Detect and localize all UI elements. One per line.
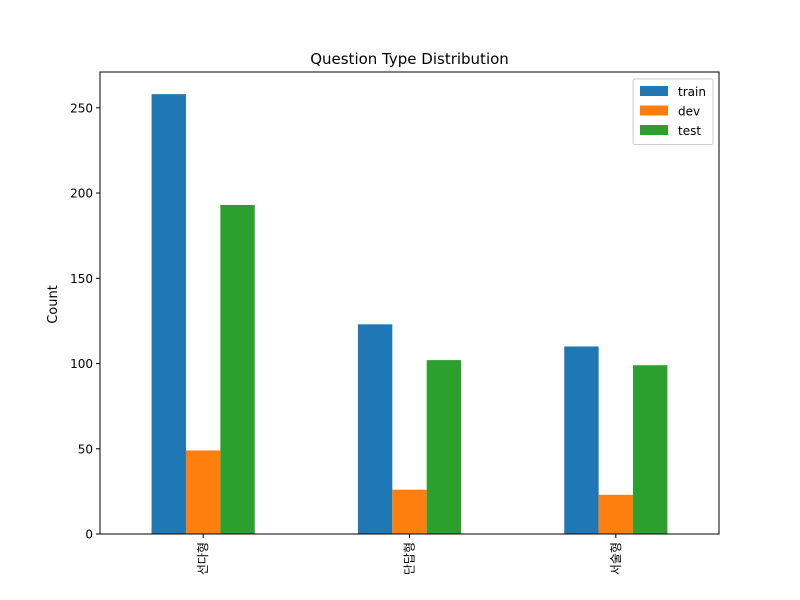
y-tick-label-50: 50: [78, 442, 93, 456]
bar-train-1: [151, 94, 186, 534]
bar-test-3: [633, 365, 668, 534]
y-tick-label-250: 250: [70, 101, 93, 115]
x-tick-label-1: 선다형: [196, 542, 210, 575]
plot-frame: [99, 71, 720, 535]
chart-title: Question Type Distribution: [310, 50, 509, 68]
x-tick-label-2: 단답형: [403, 542, 417, 575]
y-tick-label-150: 150: [70, 272, 93, 286]
bar-dev-1: [185, 450, 221, 534]
legend-label-test: test: [678, 124, 701, 138]
bars-group: [151, 94, 668, 534]
x-axis-ticks: 선다형 단답형 서술형: [196, 534, 623, 575]
legend-swatch-dev: [640, 105, 668, 116]
legend: train dev test: [632, 78, 714, 145]
legend-swatch-train: [640, 86, 668, 96]
bar-dev-2: [392, 489, 427, 534]
legend-swatch-test: [640, 125, 668, 135]
y-tick-label-100: 100: [70, 357, 93, 371]
bar-train-2: [357, 324, 393, 534]
bar-test-1: [220, 204, 255, 534]
x-tick-label-3: 서술형: [609, 542, 623, 575]
y-axis-label: Count: [46, 285, 61, 324]
y-axis-ticks: 0 50 100 150 200 250: [70, 101, 100, 542]
bar-train-3: [564, 346, 599, 534]
legend-label-dev: dev: [678, 105, 700, 119]
bar-test-2: [426, 360, 462, 534]
legend-label-train: train: [678, 85, 706, 99]
bar-dev-3: [598, 494, 634, 534]
y-tick-label-0: 0: [85, 528, 93, 542]
y-tick-label-200: 200: [70, 187, 93, 201]
